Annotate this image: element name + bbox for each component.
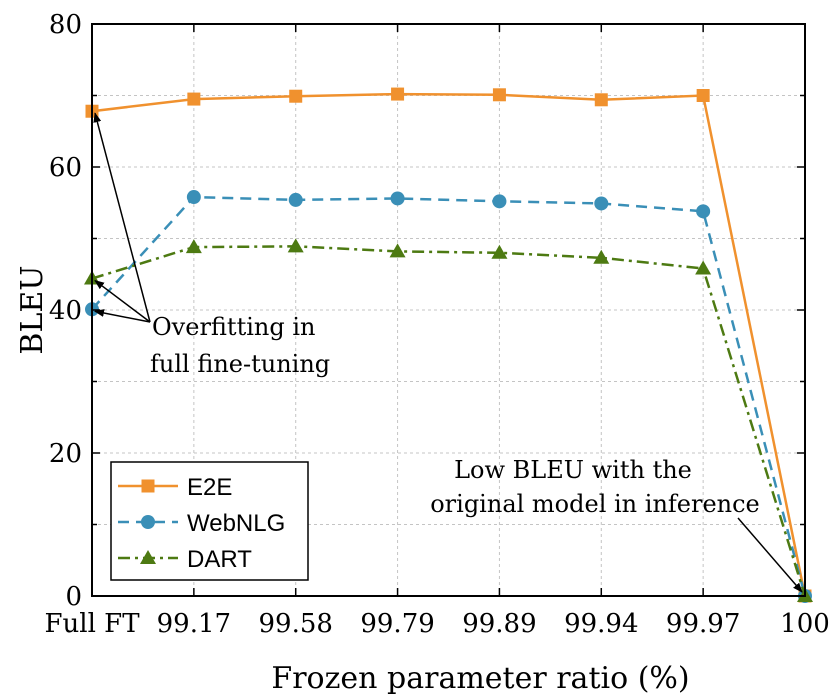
legend-webnlg-label: WebNLG — [187, 510, 285, 537]
y-tick-label: 60 — [49, 153, 82, 183]
legend-e2e-label: E2E — [187, 474, 232, 501]
webnlg-point — [696, 204, 711, 219]
x-axis-title: Frozen parameter ratio (%) — [271, 661, 689, 696]
e2e-point — [187, 92, 201, 106]
e2e-point — [391, 87, 405, 101]
x-tick-label: 99.89 — [462, 609, 536, 639]
x-tick-label: 99.97 — [666, 609, 740, 639]
y-tick-label: 0 — [65, 582, 82, 612]
e2e-point — [492, 88, 506, 102]
annotation-low-bleu-text: Low BLEU with the original model in infer… — [430, 456, 760, 518]
webnlg-line — [91, 195, 807, 597]
x-tick-label: Full FT — [44, 609, 140, 639]
dart-point — [491, 244, 508, 259]
dart-point — [287, 238, 304, 253]
legend: E2E WebNLG DART — [110, 461, 309, 581]
legend-dart-marker — [140, 550, 156, 564]
annotation-overfitting-text: Overfitting in full fine-tuning — [150, 313, 330, 378]
x-tick-label: 100 — [780, 609, 830, 639]
e2e-line — [91, 92, 807, 597]
x-tick-label: 99.94 — [564, 609, 638, 639]
webnlg-point — [594, 196, 609, 211]
y-tick-label: 80 — [49, 10, 82, 40]
y-axis-title: BLEU — [15, 265, 50, 354]
dart-point — [185, 239, 202, 254]
webnlg-point — [492, 194, 507, 209]
annotation-arrow — [94, 309, 151, 323]
webnlg-point — [186, 190, 201, 205]
axis-ticks: Full FT 99.17 99.58 99.79 99.89 99.94 99.97 100… — [44, 10, 829, 639]
annotation-arrow — [94, 279, 151, 323]
x-tick-label: 99.58 — [258, 609, 332, 639]
y-tick-label: 40 — [49, 296, 82, 326]
e2e-point — [594, 93, 608, 107]
dart-point — [695, 260, 712, 275]
dart-point — [593, 249, 610, 264]
dart-point — [389, 243, 406, 258]
legend-webnlg-marker — [141, 515, 155, 529]
e2e-point — [696, 89, 710, 102]
webnlg-point — [288, 192, 303, 207]
annotations: Overfitting in full fine-tuning Low BLEU w… — [93, 112, 803, 593]
x-tick-label: 99.17 — [157, 609, 231, 639]
e2e-point — [289, 89, 303, 103]
legend-dart-label: DART — [187, 546, 252, 573]
annotation-arrow — [737, 517, 803, 593]
y-tick-label: 20 — [49, 439, 82, 469]
dart-line — [91, 245, 807, 597]
annotation-arrow — [93, 112, 151, 323]
x-tick-label: 99.79 — [360, 609, 434, 639]
webnlg-point — [390, 191, 405, 206]
legend-e2e-marker — [141, 479, 155, 493]
